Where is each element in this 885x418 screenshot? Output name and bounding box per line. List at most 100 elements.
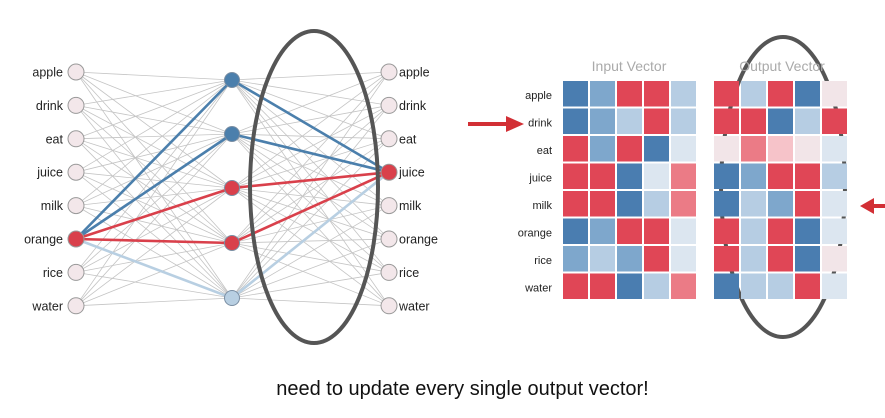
output-vector-cell <box>714 108 739 134</box>
input-vector-cell <box>590 81 615 107</box>
output-vector-cell <box>741 273 766 299</box>
input-vector-cell <box>671 246 696 272</box>
input-node-drink <box>67 96 85 114</box>
active-edge-input-hidden <box>75 79 233 240</box>
edge-input-hidden <box>75 242 233 307</box>
output-vector-cell <box>795 163 820 189</box>
active-edge-input-hidden <box>75 186 233 241</box>
output-vector-cell <box>795 136 820 162</box>
edge-input-hidden <box>75 105 233 189</box>
edge-input-hidden <box>75 187 233 307</box>
edge-input-hidden <box>75 71 233 244</box>
edge-input-hidden <box>75 105 233 244</box>
input-vector-cell <box>644 81 669 107</box>
input-node-milk <box>67 197 85 215</box>
edge-hidden-output <box>231 105 390 189</box>
output-node-milk <box>380 197 398 215</box>
edge-hidden-output <box>231 242 390 307</box>
edge-hidden-output <box>231 205 390 244</box>
output-vector-cell <box>822 136 847 162</box>
heatmap-row-label-apple: apple <box>525 90 552 102</box>
edge-input-hidden <box>75 105 233 135</box>
edge-hidden-output <box>231 187 390 206</box>
active-edge-hidden-output <box>231 171 390 300</box>
input-vector-cell <box>671 163 696 189</box>
output-vector-cell <box>741 218 766 244</box>
edge-hidden-output <box>231 133 390 307</box>
input-node-orange <box>67 230 85 248</box>
edge-hidden-output <box>231 205 390 299</box>
output-vector-cell <box>795 218 820 244</box>
output-label-drink: drink <box>399 99 427 113</box>
output-label-eat: eat <box>399 132 417 146</box>
output-node-rice <box>380 263 398 281</box>
edge-input-hidden <box>75 133 233 206</box>
input-vector-cell <box>563 273 588 299</box>
edge-hidden-output <box>231 242 390 273</box>
input-vector-cell <box>617 136 642 162</box>
input-vector-cell <box>644 218 669 244</box>
output-vector-cell <box>795 273 820 299</box>
edge-input-hidden <box>75 71 233 135</box>
output-vector-cell <box>741 81 766 107</box>
edge-input-hidden <box>75 105 233 299</box>
input-vector-cell <box>617 218 642 244</box>
input-node-juice <box>67 163 85 181</box>
input-label-apple: apple <box>32 66 63 80</box>
output-label-juice: juice <box>398 166 425 180</box>
input-vector-heatmap <box>563 81 696 299</box>
input-label-water: water <box>31 299 63 313</box>
input-vector-cell <box>590 246 615 272</box>
output-vector-cell <box>768 81 793 107</box>
input-label-rice: rice <box>43 266 63 280</box>
output-vector-cell <box>741 108 766 134</box>
output-label-water: water <box>398 299 430 313</box>
input-vector-cell <box>590 218 615 244</box>
edge-hidden-output <box>231 138 390 189</box>
active-edge-input-hidden <box>75 237 233 300</box>
edge-input-hidden <box>75 79 233 106</box>
edge-input-hidden <box>75 297 233 307</box>
highlighted-edges <box>75 78 390 300</box>
output-vector-cell <box>714 218 739 244</box>
input-label-milk: milk <box>41 199 64 213</box>
output-vector-cell <box>795 191 820 217</box>
input-vector-cell <box>617 191 642 217</box>
input-vector-cell <box>590 273 615 299</box>
output-label-apple: apple <box>399 66 430 80</box>
edge-hidden-output <box>231 187 390 240</box>
input-vector-cell <box>644 163 669 189</box>
caption: need to update every single output vecto… <box>276 378 649 400</box>
heatmap-row-label-rice: rice <box>534 255 552 267</box>
edge-hidden-output <box>231 133 390 206</box>
output-vector-cell <box>822 273 847 299</box>
input-label-orange: orange <box>24 233 63 247</box>
arrow-right-icon <box>468 116 524 132</box>
output-node-orange <box>380 230 398 248</box>
output-vector-cell <box>714 246 739 272</box>
output-vector-cell <box>768 163 793 189</box>
heatmap-row-label-eat: eat <box>537 145 552 157</box>
edge-hidden-output <box>231 238 390 244</box>
input-vector-cell <box>644 246 669 272</box>
active-edge-hidden-output <box>231 78 390 174</box>
input-vector-cell <box>590 108 615 134</box>
output-vector-cell <box>795 246 820 272</box>
output-vector-title: Output Vector <box>739 58 825 74</box>
input-vector-cell <box>617 273 642 299</box>
edge-input-hidden <box>75 171 233 299</box>
heatmap-row-label-milk: milk <box>532 200 552 212</box>
edge-hidden-output <box>231 71 390 244</box>
input-vector-cell <box>644 273 669 299</box>
edge-input-hidden <box>75 71 233 81</box>
input-vector-cell <box>617 81 642 107</box>
output-vector-cell <box>714 273 739 299</box>
active-edge-hidden-output <box>231 171 390 245</box>
heatmap-row-label-orange: orange <box>518 227 552 239</box>
input-vector-cell <box>671 108 696 134</box>
output-vector-cell <box>822 191 847 217</box>
output-vector-cell <box>768 218 793 244</box>
edge-input-hidden <box>75 133 233 173</box>
input-vector-cell <box>590 191 615 217</box>
output-node-juice <box>380 163 398 181</box>
